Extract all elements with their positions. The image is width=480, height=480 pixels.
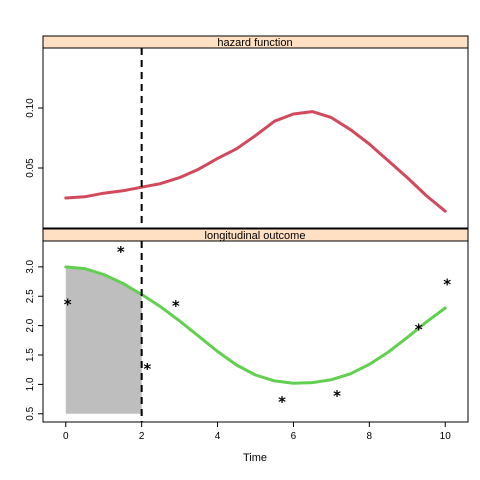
observation-point: *: [117, 243, 125, 261]
x-tick-label: 10: [440, 431, 452, 442]
y-tick-label: 1.5: [25, 348, 36, 362]
x-tick-label: 4: [215, 431, 221, 442]
x-tick-label: 0: [63, 431, 69, 442]
observation-point: *: [415, 321, 423, 339]
x-axis-title: Time: [243, 452, 267, 464]
x-tick-label: 6: [291, 431, 297, 442]
y-tick-label: 1.0: [25, 377, 36, 391]
longitudinal-curve-0: [64, 265, 447, 385]
x-tick-label: 8: [367, 431, 373, 442]
y-tick-label: 2.5: [25, 289, 36, 303]
observation-point: *: [64, 295, 72, 313]
observation-point: *: [333, 387, 341, 405]
hazard-curve-0: [64, 110, 447, 213]
chart-marks: 0.05 0.10 * * * * * * * * 0.5 1.0 1.5 2.0 2.5 3.0 0 2 4 6 8 1…: [25, 48, 451, 442]
x-tick-label: 2: [139, 431, 145, 442]
longitudinal-strip: [42, 228, 469, 242]
shaded-area: [65, 266, 142, 414]
observation-point: *: [443, 275, 451, 293]
observation-point: *: [278, 393, 286, 411]
observation-point: *: [172, 297, 180, 315]
y-tick-label: 0.10: [25, 98, 36, 118]
observation-point: *: [143, 360, 151, 378]
y-tick-label: 0.05: [25, 158, 36, 178]
hazard-strip-label: hazard function: [217, 37, 292, 49]
y-tick-label: 3.0: [25, 259, 36, 273]
y-tick-label: 2.0: [25, 318, 36, 332]
y-tick-label: 0.5: [25, 406, 36, 420]
hazard-strip: [42, 35, 469, 49]
longitudinal-strip-label: longitudinal outcome: [205, 230, 306, 242]
hazard-panel-frame: [42, 47, 469, 229]
